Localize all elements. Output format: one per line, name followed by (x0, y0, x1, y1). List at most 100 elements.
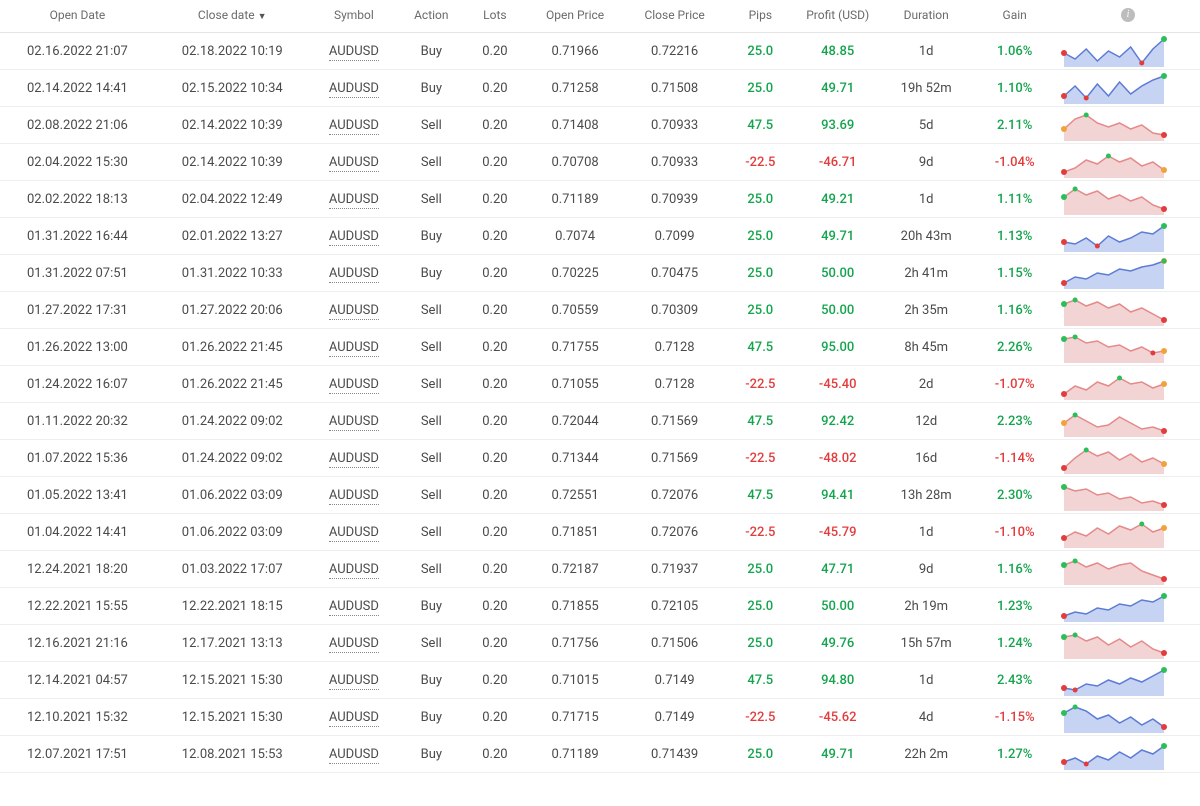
table-row[interactable]: 12.14.2021 04:57 12.15.2021 15:30 AUDUSD… (0, 662, 1200, 699)
cell-open-price: 0.70708 (525, 144, 625, 181)
table-row[interactable]: 01.11.2022 20:32 01.24.2022 09:02 AUDUSD… (0, 403, 1200, 440)
cell-gain: 1.24% (973, 625, 1056, 662)
cell-pips: 25.0 (724, 736, 796, 773)
table-row[interactable]: 01.26.2022 13:00 01.26.2022 21:45 AUDUSD… (0, 329, 1200, 366)
cell-close-date: 02.04.2022 12:49 (155, 181, 310, 218)
col-gain[interactable]: Gain (973, 0, 1056, 33)
cell-duration: 4d (879, 699, 973, 736)
table-row[interactable]: 01.04.2022 14:41 01.06.2022 03:09 AUDUSD… (0, 514, 1200, 551)
col-open-date[interactable]: Open Date (0, 0, 155, 33)
symbol-link[interactable]: AUDUSD (329, 414, 379, 431)
table-row[interactable]: 01.24.2022 16:07 01.26.2022 21:45 AUDUSD… (0, 366, 1200, 403)
symbol-link[interactable]: AUDUSD (329, 192, 379, 209)
cell-lots: 0.20 (464, 699, 525, 736)
cell-pips: -22.5 (724, 699, 796, 736)
symbol-link[interactable]: AUDUSD (329, 636, 379, 653)
info-icon[interactable]: i (1121, 8, 1135, 22)
col-lots[interactable]: Lots (464, 0, 525, 33)
symbol-link[interactable]: AUDUSD (329, 451, 379, 468)
cell-duration: 1d (879, 33, 973, 70)
table-row[interactable]: 12.10.2021 15:32 12.15.2021 15:30 AUDUSD… (0, 699, 1200, 736)
cell-pips: 25.0 (724, 551, 796, 588)
cell-action: Buy (398, 255, 464, 292)
symbol-link[interactable]: AUDUSD (329, 562, 379, 579)
cell-lots: 0.20 (464, 255, 525, 292)
symbol-link[interactable]: AUDUSD (329, 525, 379, 542)
symbol-link[interactable]: AUDUSD (329, 340, 379, 357)
cell-pips: 25.0 (724, 218, 796, 255)
table-row[interactable]: 02.02.2022 18:13 02.04.2022 12:49 AUDUSD… (0, 181, 1200, 218)
symbol-link[interactable]: AUDUSD (329, 710, 379, 727)
symbol-link[interactable]: AUDUSD (329, 599, 379, 616)
cell-pips: 25.0 (724, 292, 796, 329)
cell-close-price: 0.7128 (625, 366, 725, 403)
cell-open-price: 0.71344 (525, 440, 625, 477)
col-symbol[interactable]: Symbol (310, 0, 398, 33)
table-row[interactable]: 02.16.2022 21:07 02.18.2022 10:19 AUDUSD… (0, 33, 1200, 70)
cell-pips: 25.0 (724, 255, 796, 292)
symbol-link[interactable]: AUDUSD (329, 747, 379, 764)
table-row[interactable]: 02.04.2022 15:30 02.14.2022 10:39 AUDUSD… (0, 144, 1200, 181)
col-sparkline[interactable]: i (1056, 0, 1200, 33)
symbol-link[interactable]: AUDUSD (329, 229, 379, 246)
cell-gain: -1.15% (973, 699, 1056, 736)
symbol-link[interactable]: AUDUSD (329, 44, 379, 61)
col-duration[interactable]: Duration (879, 0, 973, 33)
cell-open-price: 0.71258 (525, 70, 625, 107)
col-pips[interactable]: Pips (724, 0, 796, 33)
cell-sparkline (1056, 403, 1200, 440)
cell-open-date: 02.04.2022 15:30 (0, 144, 155, 181)
table-row[interactable]: 01.31.2022 07:51 01.31.2022 10:33 AUDUSD… (0, 255, 1200, 292)
cell-open-date: 12.16.2021 21:16 (0, 625, 155, 662)
cell-lots: 0.20 (464, 33, 525, 70)
cell-duration: 2d (879, 366, 973, 403)
cell-gain: 2.43% (973, 662, 1056, 699)
cell-open-price: 0.71755 (525, 329, 625, 366)
cell-profit: 49.71 (796, 70, 879, 107)
cell-pips: 47.5 (724, 329, 796, 366)
col-action[interactable]: Action (398, 0, 464, 33)
col-open-price[interactable]: Open Price (525, 0, 625, 33)
cell-close-date: 12.15.2021 15:30 (155, 662, 310, 699)
cell-profit: -46.71 (796, 144, 879, 181)
symbol-link[interactable]: AUDUSD (329, 266, 379, 283)
cell-symbol: AUDUSD (310, 514, 398, 551)
symbol-link[interactable]: AUDUSD (329, 81, 379, 98)
cell-gain: 1.13% (973, 218, 1056, 255)
cell-sparkline (1056, 329, 1200, 366)
symbol-link[interactable]: AUDUSD (329, 303, 379, 320)
col-profit[interactable]: Profit (USD) (796, 0, 879, 33)
symbol-link[interactable]: AUDUSD (329, 155, 379, 172)
cell-gain: 1.16% (973, 292, 1056, 329)
cell-profit: 49.76 (796, 625, 879, 662)
cell-duration: 15h 57m (879, 625, 973, 662)
table-row[interactable]: 01.05.2022 13:41 01.06.2022 03:09 AUDUSD… (0, 477, 1200, 514)
table-row[interactable]: 02.14.2022 14:41 02.15.2022 10:34 AUDUSD… (0, 70, 1200, 107)
cell-close-price: 0.70475 (625, 255, 725, 292)
table-row[interactable]: 01.31.2022 16:44 02.01.2022 13:27 AUDUSD… (0, 218, 1200, 255)
cell-profit: 50.00 (796, 255, 879, 292)
table-row[interactable]: 12.24.2021 18:20 01.03.2022 17:07 AUDUSD… (0, 551, 1200, 588)
table-row[interactable]: 12.16.2021 21:16 12.17.2021 13:13 AUDUSD… (0, 625, 1200, 662)
symbol-link[interactable]: AUDUSD (329, 673, 379, 690)
table-row[interactable]: 12.07.2021 17:51 12.08.2021 15:53 AUDUSD… (0, 736, 1200, 773)
cell-lots: 0.20 (464, 514, 525, 551)
cell-sparkline (1056, 181, 1200, 218)
cell-action: Sell (398, 551, 464, 588)
cell-close-date: 12.17.2021 13:13 (155, 625, 310, 662)
cell-open-date: 01.24.2022 16:07 (0, 366, 155, 403)
col-close-price[interactable]: Close Price (625, 0, 725, 33)
table-row[interactable]: 02.08.2022 21:06 02.14.2022 10:39 AUDUSD… (0, 107, 1200, 144)
cell-sparkline (1056, 366, 1200, 403)
symbol-link[interactable]: AUDUSD (329, 488, 379, 505)
cell-open-date: 02.16.2022 21:07 (0, 33, 155, 70)
table-row[interactable]: 12.22.2021 15:55 12.22.2021 18:15 AUDUSD… (0, 588, 1200, 625)
col-close-date[interactable]: Close date▼ (155, 0, 310, 33)
cell-lots: 0.20 (464, 292, 525, 329)
symbol-link[interactable]: AUDUSD (329, 377, 379, 394)
cell-duration: 19h 52m (879, 70, 973, 107)
table-row[interactable]: 01.07.2022 15:36 01.24.2022 09:02 AUDUSD… (0, 440, 1200, 477)
table-row[interactable]: 01.27.2022 17:31 01.27.2022 20:06 AUDUSD… (0, 292, 1200, 329)
cell-profit: 93.69 (796, 107, 879, 144)
symbol-link[interactable]: AUDUSD (329, 118, 379, 135)
